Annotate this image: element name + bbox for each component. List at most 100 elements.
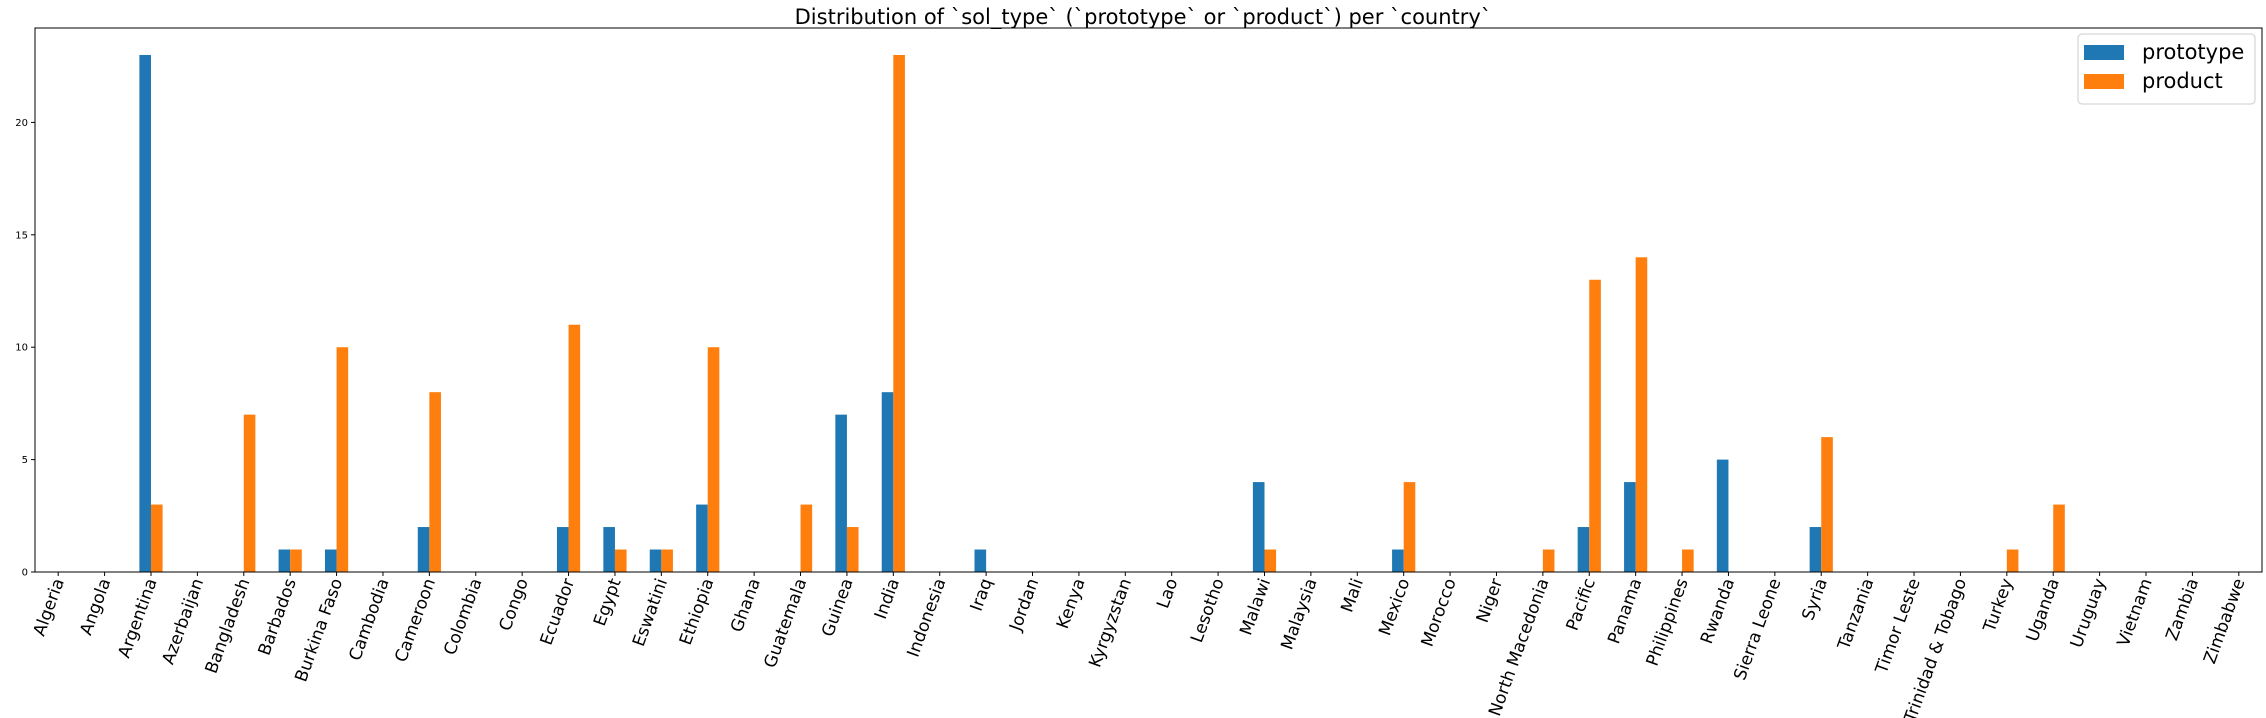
x-tick-label: Mali [1337, 576, 1368, 615]
x-axis: Algeria Angola ArgentinaAzerbaijanBanglade… [30, 572, 2250, 718]
legend-swatch-prototype [2084, 45, 2124, 60]
x-tick-label: Angola [76, 576, 115, 638]
bars-group [139, 54, 2065, 573]
bar-prototype-iraq [974, 549, 987, 572]
x-tick-label: Mexico [1375, 576, 1414, 639]
bar-prototype-barbados [278, 549, 291, 572]
bar-product-north-macedonia [1542, 549, 1555, 572]
x-tick-label: Vietnam [2114, 576, 2157, 649]
y-tick-label: 10 [15, 343, 28, 354]
x-tick-label: Kyrgyzstan [1085, 576, 1136, 670]
bar-product-ecuador [568, 324, 581, 572]
x-tick-label: Jordan [1006, 576, 1044, 635]
x-tick-label: Timor Leste [1872, 576, 1925, 677]
bar-product-pacific [1589, 279, 1601, 572]
bar-product-egypt [614, 549, 627, 572]
bar-prototype-malawi [1252, 482, 1265, 572]
x-tick-label: Sierra Leone [1730, 576, 1785, 683]
x-tick-label: Lao [1153, 576, 1182, 611]
bar-product-ethiopia [707, 347, 720, 572]
x-tick-label: Zambia [2162, 576, 2203, 644]
legend: prototype product [2077, 33, 2256, 105]
bar-product-india [893, 54, 905, 573]
bar-product-argentina [150, 504, 163, 572]
x-tick-label: Philippines [1643, 576, 1693, 669]
x-tick-label: Cambodia [345, 576, 393, 664]
bar-prototype-india [881, 392, 894, 572]
x-tick-label: Algeria [30, 576, 69, 639]
x-tick-label: Azerbaijan [159, 576, 209, 667]
x-tick-label: Uruguay [2067, 576, 2111, 651]
bar-prototype-cameroon [417, 527, 430, 572]
x-tick-label: Egypt [590, 576, 626, 629]
bar-prototype-eswatini [649, 549, 662, 572]
plot-frame [34, 27, 2263, 573]
bar-prototype-guinea [835, 414, 847, 572]
bar-prototype-argentina [139, 54, 151, 573]
x-tick-label: Colombia [440, 576, 486, 658]
bar-product-uganda [2053, 504, 2065, 572]
x-tick-label: Malaysia [1277, 576, 1321, 653]
x-tick-label: Uganda [2023, 576, 2064, 645]
x-tick-label: Malawi [1236, 576, 1275, 638]
x-tick-label: India [871, 576, 904, 622]
y-axis: 0 5 10 15 20 [15, 118, 35, 579]
bar-product-guatemala [800, 504, 813, 572]
x-tick-label: Guinea [818, 576, 857, 640]
bar-product-philippines [1682, 549, 1694, 572]
legend-swatch-product [2084, 74, 2124, 89]
x-tick-label: Iraq [967, 576, 997, 614]
y-tick-label: 15 [15, 230, 28, 241]
bar-prototype-syria [1809, 527, 1822, 572]
bar-product-syria [1821, 437, 1833, 572]
bar-prototype-burkina-faso [324, 549, 337, 572]
x-tick-label: Ghana [727, 576, 765, 635]
x-tick-label: Argentina [115, 576, 162, 661]
x-tick-label: Ethiopia [676, 576, 718, 648]
legend-label-prototype: prototype [2142, 40, 2244, 64]
x-tick-label: Panama [1604, 576, 1646, 647]
chart-title: Distribution of `sol_type` (`prototype` … [795, 5, 1492, 30]
y-tick-label: 20 [15, 118, 28, 129]
bar-product-mexico [1403, 482, 1416, 572]
x-tick-label: Eswatini [629, 576, 672, 649]
bar-prototype-ethiopia [696, 504, 708, 572]
bar-product-malawi [1264, 549, 1277, 572]
y-tick-label: 0 [22, 568, 28, 579]
x-tick-label: Kenya [1053, 576, 1090, 632]
x-tick-label: Zimbabwe [2200, 576, 2249, 667]
bar-prototype-pacific [1577, 527, 1590, 572]
x-tick-label: Guatemala [760, 576, 811, 671]
x-tick-label: Cameroon [391, 576, 440, 665]
bar-prototype-egypt [603, 527, 615, 572]
x-tick-label: Burkina Faso [291, 576, 347, 685]
bar-prototype-rwanda [1716, 459, 1729, 572]
x-tick-label: Barbados [255, 576, 301, 658]
x-tick-label: Tanzania [1834, 576, 1878, 653]
bar-product-eswatini [661, 549, 673, 572]
x-tick-label: Niger [1473, 576, 1507, 626]
bar-product-bangladesh [243, 414, 256, 572]
bar-prototype-mexico [1392, 549, 1404, 572]
bar-product-cameroon [429, 392, 441, 572]
x-tick-label: Ecuador [537, 576, 580, 648]
x-tick-label: Lesotho [1187, 576, 1229, 646]
x-tick-label: Syria [1798, 576, 1831, 623]
legend-label-product: product [2142, 69, 2223, 93]
bar-product-barbados [290, 549, 302, 572]
bar-prototype-ecuador [556, 527, 569, 572]
x-tick-label: Bangladesh [202, 576, 255, 677]
bar-product-panama [1635, 257, 1648, 572]
y-tick-label: 5 [22, 455, 28, 466]
x-tick-label: Turkey [1979, 576, 2017, 636]
x-tick-label: Indonesia [904, 576, 951, 660]
bar-product-guinea [846, 527, 859, 572]
bar-product-burkina-faso [336, 347, 349, 572]
bar-product-turkey [2006, 549, 2019, 572]
x-tick-label: Morocco [1418, 576, 1461, 650]
x-tick-label: Rwanda [1697, 576, 1739, 647]
x-tick-label: Pacific [1563, 576, 1600, 634]
bar-prototype-panama [1624, 482, 1636, 572]
x-tick-label: Congo [496, 576, 533, 634]
